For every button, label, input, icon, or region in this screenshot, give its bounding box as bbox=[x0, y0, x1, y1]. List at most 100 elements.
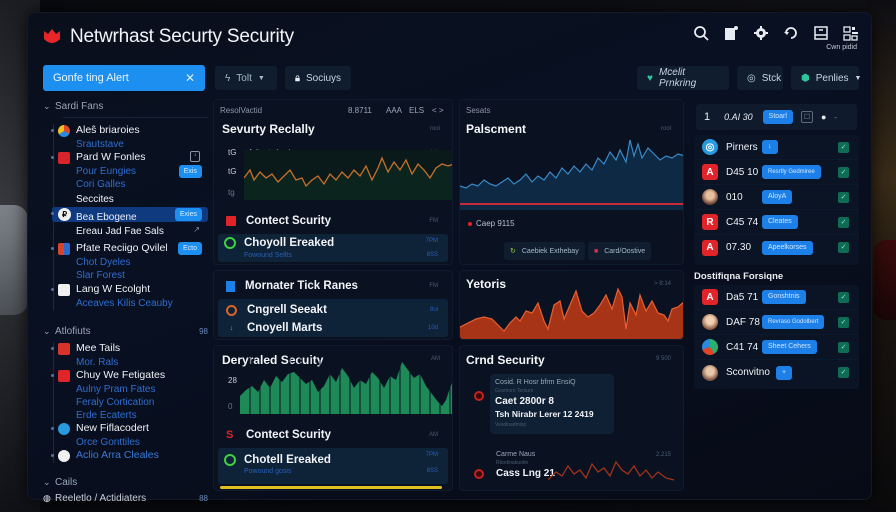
sidebar-section-header[interactable]: ⌄ Sardi Fans bbox=[43, 99, 208, 113]
sidebar-subitem[interactable]: Slar Forest bbox=[76, 270, 125, 281]
list-item[interactable]: Sconvitno + ✓ bbox=[694, 360, 859, 385]
panel-icon[interactable] bbox=[813, 25, 829, 41]
tool-dropdown[interactable]: ϟ Tolt ▼ bbox=[215, 66, 277, 90]
monitoring-button[interactable]: ♥ Mcelit Prnkring bbox=[637, 66, 729, 90]
app-white-icon: ₽ bbox=[58, 208, 71, 221]
panel-title: Sevurty Reclally bbox=[222, 122, 315, 136]
download-icon[interactable]: ↓ bbox=[190, 151, 200, 162]
check-icon[interactable]: ✓ bbox=[838, 166, 849, 178]
tool-label: Tolt bbox=[236, 72, 252, 84]
sidebar-section-header[interactable]: ⌄ Atlofiuts 98 bbox=[43, 324, 208, 338]
sidebar-item-selected[interactable]: ₽ Bea Ebogene Exies bbox=[51, 207, 208, 223]
activity-line-chart bbox=[244, 150, 452, 200]
card-button[interactable]: ■ Card/Oostive bbox=[588, 242, 652, 260]
close-icon[interactable]: ✕ bbox=[184, 71, 195, 85]
panel-pulsement: Sesats Palscment rool Caep 9115 ↻ Caebie… bbox=[459, 99, 684, 265]
gear-icon[interactable] bbox=[753, 25, 769, 41]
sidebar-subitem[interactable]: Srautstave bbox=[76, 139, 124, 150]
check-icon[interactable]: ✓ bbox=[838, 191, 849, 203]
notes-icon[interactable] bbox=[723, 25, 739, 41]
cat-icon[interactable]: ☐ bbox=[800, 111, 813, 123]
refresh-icon[interactable] bbox=[783, 25, 799, 41]
check-icon[interactable]: ✓ bbox=[838, 291, 849, 303]
list-row[interactable]: Chotell Ereaked 7PM Powound gosis 8SS bbox=[218, 448, 448, 484]
list-item[interactable]: A D45 10 Resrtly Gedmiree ✓ bbox=[694, 160, 859, 185]
sidebar-badge[interactable]: Exis bbox=[178, 165, 202, 178]
check-icon[interactable]: ✓ bbox=[838, 141, 849, 153]
chevron-down-icon[interactable]: - bbox=[834, 112, 838, 122]
list-row[interactable]: Cngrell Seeakt 8oi bbox=[218, 301, 448, 319]
sidebar-item[interactable]: Seccites bbox=[76, 194, 114, 205]
list-item[interactable]: 010 AloyA ✓ bbox=[694, 185, 859, 210]
list-row[interactable]: ↓ Cnoyell Marts 10d bbox=[218, 319, 448, 337]
chevron-down-icon: ▼ bbox=[257, 74, 265, 82]
background-car bbox=[0, 205, 28, 315]
list-row[interactable]: S Contect Scurity AM bbox=[226, 429, 438, 441]
chevron-down-icon: ▼ bbox=[854, 74, 862, 82]
security-button[interactable]: Sociuys bbox=[285, 66, 351, 90]
stack-button[interactable]: ◎ Stck bbox=[737, 66, 783, 90]
sidebar-subitem[interactable]: Pour Eungies Exis bbox=[76, 165, 208, 178]
right-list-2: A Da5 71 Gonshtnis ✓ DAF 78 Revraso Godo… bbox=[694, 285, 859, 389]
sidebar-item[interactable]: New Fiflacodert bbox=[51, 422, 208, 436]
chevron-down-icon: ⌄ bbox=[43, 476, 51, 487]
check-icon[interactable]: ✓ bbox=[838, 367, 849, 378]
sidebar-subitem[interactable]: Aulny Pram Fates bbox=[76, 384, 156, 395]
check-icon[interactable]: ✓ bbox=[838, 216, 849, 228]
sidebar-section-header[interactable]: ⌄ Cails bbox=[43, 475, 208, 489]
app-red-icon bbox=[58, 152, 70, 164]
multicolor-avatar-icon bbox=[702, 339, 718, 355]
sidebar-subitem[interactable]: Mor. Rals bbox=[76, 357, 119, 368]
list-item[interactable]: DAF 78 Revraso Godolbert ✓ bbox=[694, 310, 859, 335]
grid-icon[interactable] bbox=[843, 25, 859, 41]
github-icon: ◍ bbox=[43, 492, 51, 503]
list-row[interactable]: Contect Scurity FM bbox=[218, 210, 448, 232]
sidebar-item[interactable]: Aclio Arra Cleales bbox=[51, 449, 208, 463]
list-row[interactable]: Choyoll Ereaked 7PM Fowound Sellts 8SS bbox=[218, 234, 448, 262]
sidebar-item[interactable]: Chuy We Fetigates bbox=[51, 369, 208, 383]
sidebar-badge[interactable]: Ecto bbox=[177, 242, 202, 255]
list-item[interactable]: A 07.30 Apeelkorses ✓ bbox=[694, 235, 859, 260]
panel-title: Palscment bbox=[466, 122, 527, 136]
cookie-icon[interactable]: ● bbox=[820, 112, 827, 122]
configure-alert-button[interactable]: Gonfe ting Alert ✕ bbox=[43, 65, 205, 91]
list-item[interactable]: ◎ Pirners ↓ ✓ bbox=[694, 135, 859, 160]
sidebar-subitem[interactable]: Chot Dyeles bbox=[76, 257, 131, 268]
search-icon[interactable] bbox=[693, 25, 709, 41]
heart-icon: ♥ bbox=[647, 72, 653, 84]
list-item[interactable]: C41 74 Sheet Cehers ✓ bbox=[694, 335, 859, 360]
app-multi-icon bbox=[58, 243, 70, 255]
sidebar-subitem[interactable]: Cori Galles bbox=[76, 179, 126, 190]
list-row[interactable]: Mornater Tick Ranes FM bbox=[218, 275, 448, 297]
list-item[interactable]: R C45 74 Cleates ✓ bbox=[694, 210, 859, 235]
sidebar-subitem[interactable]: Feraly Cortication bbox=[76, 397, 155, 408]
sidebar-item[interactable]: Pfate Reciigo Qvilel Ecto bbox=[51, 242, 208, 256]
check-icon[interactable]: ✓ bbox=[838, 341, 849, 353]
person-avatar-icon bbox=[702, 189, 718, 205]
sidebar-item[interactable]: Pard W Fonles ↓ bbox=[51, 151, 208, 165]
callback-button[interactable]: ↻ Caebiek Exthebay bbox=[504, 242, 585, 260]
globe-avatar-icon: ◎ bbox=[702, 139, 718, 155]
sidebar-subitem[interactable]: Aceaves Kilis Ceauby bbox=[76, 298, 173, 309]
check-icon[interactable]: ✓ bbox=[838, 242, 849, 253]
section-title: Atlofiuts bbox=[55, 325, 91, 337]
sidebar-subitem[interactable]: Erde Ecaterts bbox=[76, 410, 137, 421]
sidebar-subitem[interactable]: Orce Gonttiles bbox=[76, 437, 140, 448]
sidebar-item[interactable]: Lang W Ecolght bbox=[51, 283, 208, 297]
sidebar-footer-item[interactable]: ◍ Reeletlo / Actidiaters 88 bbox=[43, 492, 208, 504]
sidebar-item[interactable]: Mee Tails bbox=[51, 342, 208, 356]
panel-security-recently: ResolVactid 8.8711 AAA ELS < > Sevurty R… bbox=[213, 99, 453, 265]
sidebar-item[interactable]: Aleŝ briaroies bbox=[51, 124, 208, 138]
list-item[interactable]: A Da5 71 Gonshtnis ✓ bbox=[694, 285, 859, 310]
sidebar-badge[interactable]: Exies bbox=[174, 208, 202, 221]
header-tag[interactable]: Stoarl bbox=[762, 110, 793, 124]
app-window: Netwrhast Securty Security Cwn pidid Gon… bbox=[27, 12, 872, 504]
sidebar-item[interactable]: Ereau Jad Fae Sals ↗ bbox=[76, 225, 200, 237]
divider bbox=[63, 117, 208, 118]
external-link-icon[interactable]: ↗ bbox=[193, 225, 200, 234]
right-panel: 1 0.AI 30 Stoarl ☐ ● - ◎ Pirners ↓ ✓ A D… bbox=[694, 101, 859, 389]
policies-dropdown[interactable]: ⬢ Penlies ▼ bbox=[791, 66, 862, 90]
check-icon[interactable]: ✓ bbox=[838, 316, 849, 328]
monitoring-label: Mcelit Prnkring bbox=[658, 67, 697, 89]
alert-card[interactable]: Cosid. R Hosr bfrm EnsiQ Gosmorn Tersum … bbox=[490, 374, 614, 434]
